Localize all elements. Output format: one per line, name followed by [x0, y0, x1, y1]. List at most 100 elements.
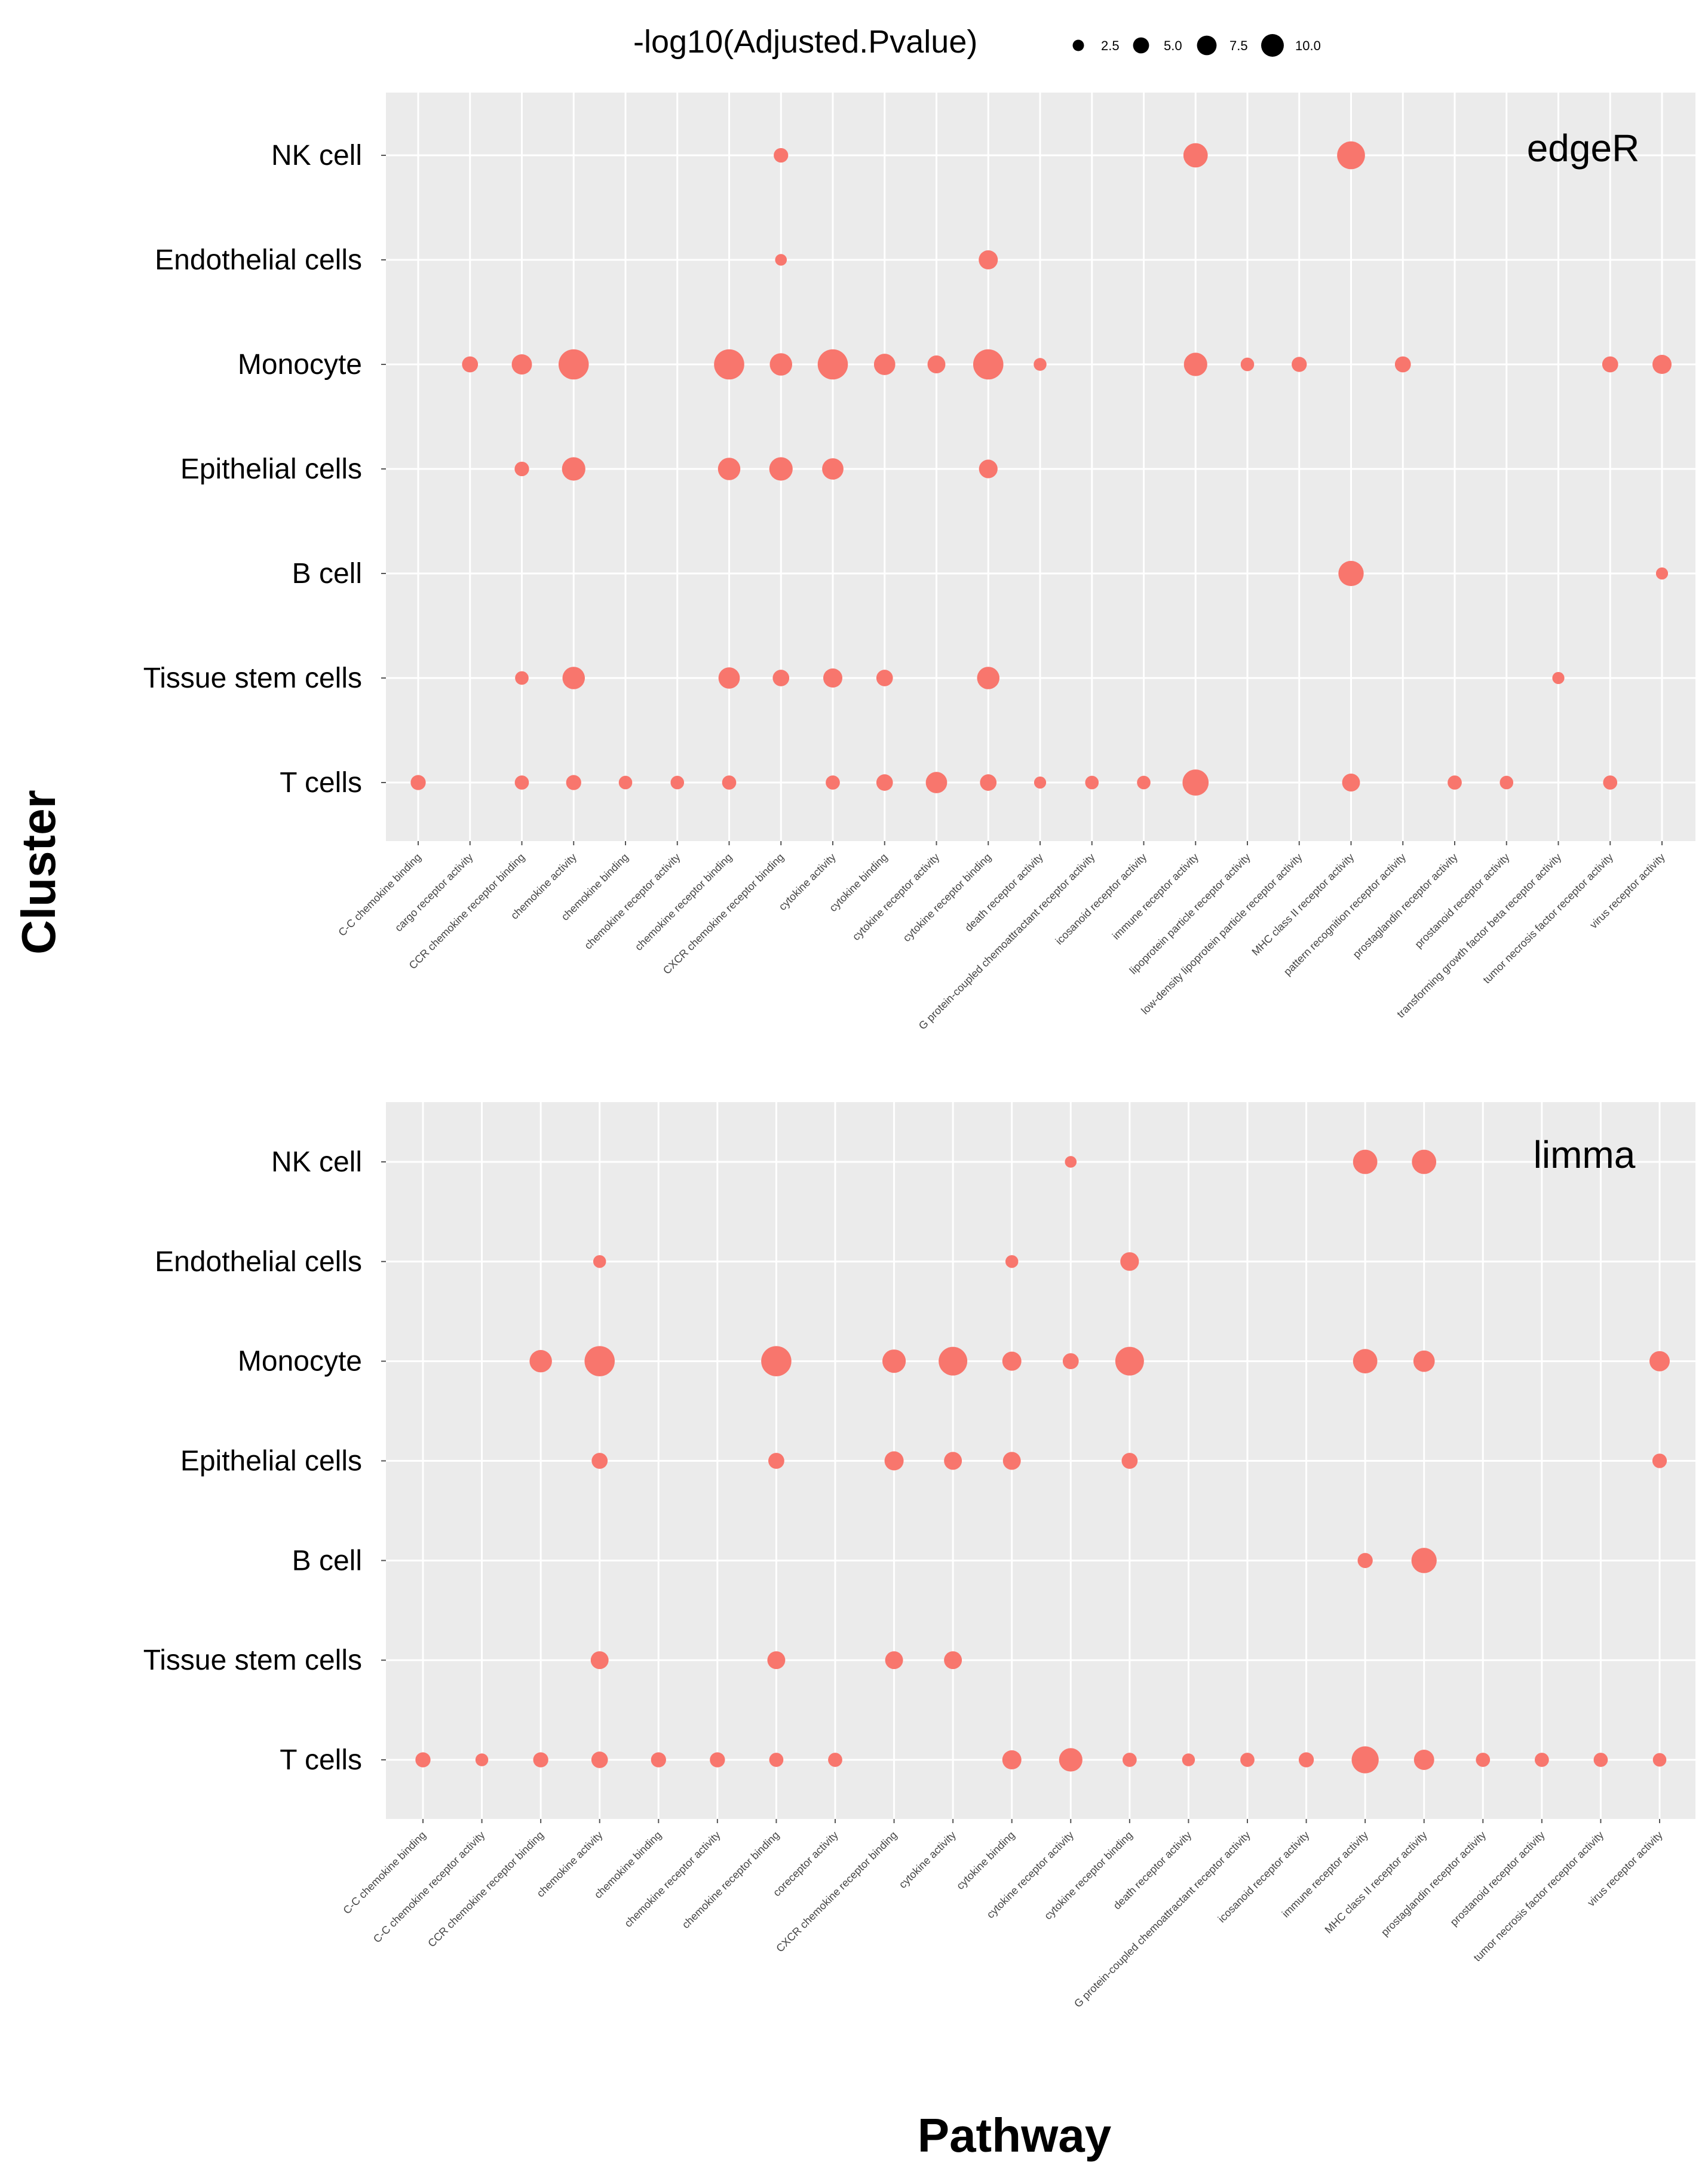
point-monocyte-ccr-chemokine-receptor-binding: [529, 1349, 552, 1373]
point-monocyte-chemokine-receptor-binding: [714, 349, 744, 380]
point-monocyte-cargo-receptor-activity: [462, 356, 479, 373]
point-b-cell-mhc-class-ii-receptor-activity: [1338, 560, 1364, 587]
point-epithelial-cells-cytokine-receptor-binding: [979, 459, 998, 478]
x-tick-label-c-c-chemokine-receptor-activity: C-C chemokine receptor activity: [371, 1829, 487, 1946]
x-tick-label-mhc-class-ii-receptor-activity: MHC class II receptor activity: [1249, 851, 1356, 958]
point-monocyte-chemokine-activity: [558, 349, 589, 380]
point-tissue-stem-cells-cxcr-chemokine-receptor-binding: [772, 670, 790, 686]
y-tick-label-nk-cell: NK cell: [271, 1146, 362, 1178]
point-monocyte-cxcr-chemokine-receptor-binding: [882, 1349, 906, 1373]
point-t-cells-cytokine-receptor-binding: [980, 774, 997, 791]
point-monocyte-cytokine-receptor-activity: [1062, 1353, 1079, 1370]
x-tick-label-mhc-class-ii-receptor-activity: MHC class II receptor activity: [1323, 1829, 1430, 1936]
y-axis-title: Cluster: [12, 790, 65, 955]
point-t-cells-cytokine-binding: [876, 774, 893, 791]
point-nk-cell-immune-receptor-activity: [1183, 143, 1208, 168]
point-b-cell-immune-receptor-activity: [1357, 1553, 1373, 1568]
x-tick-label-ccr-chemokine-receptor-binding: CCR chemokine receptor binding: [425, 1829, 546, 1950]
point-epithelial-cells-ccr-chemokine-receptor-binding: [514, 461, 529, 477]
point-tissue-stem-cells-chemokine-activity: [562, 667, 585, 689]
point-epithelial-cells-cxcr-chemokine-receptor-binding: [884, 1451, 904, 1471]
point-tissue-stem-cells-cytokine-receptor-binding: [977, 667, 1000, 689]
point-t-cells-c-c-chemokine-binding: [410, 775, 426, 790]
x-tick-label-prostanoid-receptor-activity: prostanoid receptor activity: [1448, 1829, 1547, 1928]
point-t-cells-death-receptor-activity: [1182, 1753, 1195, 1766]
point-t-cells-chemokine-activity: [566, 775, 581, 790]
point-tissue-stem-cells-cytokine-activity: [944, 1651, 962, 1670]
point-t-cells-icosanoid-receptor-activity: [1137, 775, 1151, 790]
point-tissue-stem-cells-ccr-chemokine-receptor-binding: [515, 671, 529, 685]
point-monocyte-ccr-chemokine-receptor-binding: [511, 354, 532, 375]
y-tick-label-t-cells: T cells: [280, 767, 362, 799]
y-tick-label-endothelial-cells: Endothelial cells: [155, 244, 362, 276]
point-endothelial-cells-cytokine-receptor-binding: [1120, 1252, 1139, 1271]
point-monocyte-death-receptor-activity: [1034, 358, 1047, 371]
x-tick-label-cytokine-receptor-activity: cytokine receptor activity: [850, 851, 942, 943]
point-t-cells-icosanoid-receptor-activity: [1298, 1752, 1314, 1768]
point-t-cells-chemokine-activity: [591, 1751, 608, 1768]
point-t-cells-tumor-necrosis-factor-receptor-activity: [1603, 775, 1618, 790]
point-monocyte-cytokine-binding: [1002, 1351, 1022, 1371]
x-tick-label-chemokine-activity: chemokine activity: [534, 1829, 605, 1900]
point-endothelial-cells-cytokine-receptor-binding: [979, 250, 998, 269]
point-monocyte-chemokine-receptor-binding: [761, 1346, 792, 1376]
legend-title: -log10(Adjusted.Pvalue): [633, 24, 977, 60]
point-epithelial-cells-chemokine-receptor-binding: [717, 458, 741, 480]
point-t-cells-chemokine-receptor-activity: [670, 775, 685, 790]
point-nk-cell-cytokine-receptor-activity: [1065, 1156, 1077, 1168]
point-t-cells-tumor-necrosis-factor-receptor-activity: [1593, 1753, 1608, 1767]
point-tissue-stem-cells-transforming-growth-factor-beta-receptor-activity: [1552, 671, 1565, 685]
point-t-cells-immune-receptor-activity: [1182, 769, 1209, 796]
x-tick-label-chemokine-receptor-activity: chemokine receptor activity: [622, 1829, 722, 1929]
point-monocyte-lipoprotein-particle-receptor-activity: [1240, 357, 1255, 372]
point-epithelial-cells-cytokine-activity: [944, 1452, 962, 1470]
point-t-cells-g-protein-coupled-chemoattractant-receptor-activity: [1085, 775, 1099, 790]
point-t-cells-ccr-chemokine-receptor-binding: [514, 775, 529, 790]
panel-tag-edger: edgeR: [1527, 127, 1640, 170]
x-tick-label-prostanoid-receptor-activity: prostanoid receptor activity: [1412, 851, 1511, 950]
x-tick-label-immune-receptor-activity: immune receptor activity: [1110, 851, 1201, 942]
legend-label: 10.0: [1295, 38, 1321, 53]
point-epithelial-cells-cytokine-activity: [822, 458, 844, 480]
point-monocyte-pattern-recognition-receptor-activity: [1394, 356, 1411, 373]
point-t-cells-prostaglandin-receptor-activity: [1476, 1753, 1491, 1767]
point-epithelial-cells-virus-receptor-activity: [1652, 1453, 1667, 1468]
point-t-cells-prostanoid-receptor-activity: [1534, 1753, 1549, 1767]
point-nk-cell-mhc-class-ii-receptor-activity: [1412, 1149, 1437, 1174]
y-tick-label-b-cell: B cell: [292, 1545, 362, 1576]
point-monocyte-chemokine-activity: [584, 1346, 615, 1376]
point-epithelial-cells-cxcr-chemokine-receptor-binding: [769, 457, 793, 481]
x-tick-label-tumor-necrosis-factor-receptor-activity: tumor necrosis factor receptor activity: [1471, 1829, 1606, 1964]
y-tick-label-t-cells: T cells: [280, 1744, 362, 1776]
x-tick-label-chemokine-receptor-binding: chemokine receptor binding: [680, 1829, 782, 1931]
point-tissue-stem-cells-cytokine-activity: [823, 668, 842, 688]
legend-label: 7.5: [1229, 38, 1248, 53]
point-endothelial-cells-cytokine-binding: [1005, 1255, 1019, 1268]
legend-label: 2.5: [1101, 38, 1120, 53]
point-tissue-stem-cells-cxcr-chemokine-receptor-binding: [885, 1651, 903, 1670]
point-monocyte-virus-receptor-activity: [1649, 1351, 1670, 1372]
point-t-cells-cytokine-receptor-binding: [1122, 1753, 1137, 1767]
x-tick-label-cytokine-receptor-binding: cytokine receptor binding: [900, 851, 993, 944]
point-t-cells-cytokine-receptor-activity: [1059, 1748, 1083, 1772]
legend-key: [1133, 37, 1149, 54]
point-endothelial-cells-chemokine-activity: [593, 1255, 606, 1268]
y-tick-label-monocyte: Monocyte: [238, 349, 362, 381]
x-tick-label-ccr-chemokine-receptor-binding: CCR chemokine receptor binding: [407, 851, 528, 972]
point-t-cells-prostaglandin-receptor-activity: [1448, 775, 1462, 790]
point-b-cell-mhc-class-ii-receptor-activity: [1411, 1548, 1437, 1573]
point-nk-cell-mhc-class-ii-receptor-activity: [1337, 141, 1365, 170]
point-monocyte-virus-receptor-activity: [1652, 355, 1672, 374]
legend-key: [1072, 39, 1084, 51]
y-tick-label-tissue-stem-cells: Tissue stem cells: [143, 662, 362, 694]
legend-key: [1261, 34, 1284, 57]
y-tick-label-tissue-stem-cells: Tissue stem cells: [143, 1645, 362, 1676]
point-t-cells-chemokine-receptor-binding: [769, 1753, 784, 1767]
x-tick-label-c-c-chemokine-binding: C-C chemokine binding: [336, 851, 423, 938]
x-tick-label-cytokine-activity: cytokine activity: [897, 1829, 958, 1891]
point-t-cells-g-protein-coupled-chemoattractant-receptor-activity: [1240, 1753, 1255, 1767]
point-t-cells-mhc-class-ii-receptor-activity: [1413, 1750, 1434, 1770]
point-monocyte-tumor-necrosis-factor-receptor-activity: [1602, 356, 1618, 373]
